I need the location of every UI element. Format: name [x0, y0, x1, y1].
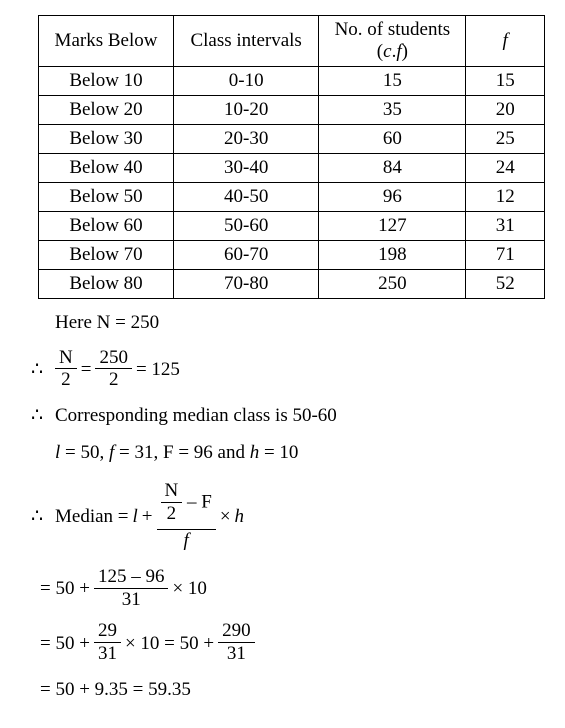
cell-marks: Below 80 — [39, 270, 174, 299]
n-over-2-line: N 2 = 250 2 = 125 — [55, 348, 545, 393]
cell-marks: Below 30 — [39, 125, 174, 154]
frac-250-den: 2 — [95, 369, 132, 392]
cell-ci: 0-10 — [174, 67, 319, 96]
f1-num: 125 – 96 — [94, 567, 169, 589]
table-row: Below 20 10-20 35 20 — [39, 96, 545, 125]
median-label: Median = — [55, 506, 129, 528]
table-row: Below 30 20-30 60 25 — [39, 125, 545, 154]
table-row: Below 10 0-10 15 15 — [39, 67, 545, 96]
eq-125: = 125 — [136, 359, 180, 381]
cell-cf: 84 — [319, 154, 466, 183]
cell-ci: 10-20 — [174, 96, 319, 125]
cell-f: 31 — [466, 212, 545, 241]
cell-cf: 127 — [319, 212, 466, 241]
cell-cf: 35 — [319, 96, 466, 125]
cell-marks: Below 40 — [39, 154, 174, 183]
step1-line: = 50 + 125 – 96 31 × 10 — [40, 567, 545, 612]
cell-f: 15 — [466, 67, 545, 96]
table-row: Below 60 50-60 127 31 — [39, 212, 545, 241]
cell-ci: 40-50 — [174, 183, 319, 212]
inner-frac-n2: N 2 — [161, 481, 183, 526]
frac-n2: N 2 — [55, 348, 77, 393]
table-row: Below 70 60-70 198 71 — [39, 241, 545, 270]
cell-cf: 15 — [319, 67, 466, 96]
big-frac-den-f: f — [157, 530, 216, 553]
params-line: l = 50, f = 31, F = 96 and h = 10 — [55, 439, 545, 468]
cell-ci: 50-60 — [174, 212, 319, 241]
cell-f: 12 — [466, 183, 545, 212]
cell-cf: 96 — [319, 183, 466, 212]
cell-cf: 250 — [319, 270, 466, 299]
param-f-val: = 31, F = 96 and — [114, 442, 249, 463]
frac-29-31: 29 31 — [94, 621, 121, 666]
median-class-line: Corresponding median class is 50-60 — [55, 402, 545, 431]
times-sign: × — [220, 506, 231, 528]
median-formula-line: Median = l + N 2 – F f × h — [55, 481, 545, 552]
cell-ci: 70-80 — [174, 270, 319, 299]
header-cf-c: c — [383, 41, 391, 62]
step2-line: = 50 + 29 31 × 10 = 50 + 290 31 — [40, 621, 545, 666]
eq-50-plus: = 50 + — [40, 578, 90, 600]
final-line: = 50 + 9.35 = 59.35 — [40, 676, 545, 705]
cell-marks: Below 10 — [39, 67, 174, 96]
frequency-table: Marks Below Class intervals No. of stude… — [38, 15, 545, 299]
header-cf-close: ) — [402, 41, 408, 62]
cell-f: 24 — [466, 154, 545, 183]
cell-marks: Below 70 — [39, 241, 174, 270]
big-frac: N 2 – F f — [157, 481, 216, 552]
table-row: Below 80 70-80 250 52 — [39, 270, 545, 299]
cell-ci: 60-70 — [174, 241, 319, 270]
param-h-val: = 10 — [259, 442, 298, 463]
param-h: h — [250, 442, 260, 463]
cell-f: 71 — [466, 241, 545, 270]
header-class-intervals: Class intervals — [174, 16, 319, 67]
f1-den: 31 — [94, 589, 169, 612]
minus-f-text: – F — [182, 492, 212, 513]
cell-f: 25 — [466, 125, 545, 154]
here-n-line: Here N = 250 — [55, 309, 545, 338]
cell-f: 20 — [466, 96, 545, 125]
table-row: Below 50 40-50 96 12 — [39, 183, 545, 212]
table-body: Below 10 0-10 15 15 Below 20 10-20 35 20… — [39, 67, 545, 299]
inner-n: N — [161, 481, 183, 503]
mid-text: × 10 = 50 + — [125, 633, 214, 655]
eq-sign: = — [81, 359, 92, 381]
frac-125-96: 125 – 96 31 — [94, 567, 169, 612]
inner-2: 2 — [161, 503, 183, 526]
big-frac-num: N 2 – F — [157, 481, 216, 530]
x10: × 10 — [172, 578, 206, 600]
frac-290-31: 290 31 — [218, 621, 255, 666]
eq-50-plus-2: = 50 + — [40, 633, 90, 655]
cell-marks: Below 50 — [39, 183, 174, 212]
header-cf-line1: No. of students — [335, 19, 451, 40]
table-row: Below 40 30-40 84 24 — [39, 154, 545, 183]
header-marks: Marks Below — [39, 16, 174, 67]
f2-den: 31 — [94, 643, 121, 666]
frac-n2-num: N — [55, 348, 77, 370]
cell-marks: Below 20 — [39, 96, 174, 125]
header-f: f — [466, 16, 545, 67]
f2-num: 29 — [94, 621, 121, 643]
cell-ci: 30-40 — [174, 154, 319, 183]
frac-250-2: 250 2 — [95, 348, 132, 393]
plus-sign: + — [142, 506, 153, 528]
f3-num: 290 — [218, 621, 255, 643]
f3-den: 31 — [218, 643, 255, 666]
cell-ci: 20-30 — [174, 125, 319, 154]
cell-marks: Below 60 — [39, 212, 174, 241]
formula-l: l — [133, 506, 138, 528]
cell-f: 52 — [466, 270, 545, 299]
param-l-val: = 50, — [60, 442, 109, 463]
frac-250-num: 250 — [95, 348, 132, 370]
header-cf: No. of students (c.f) — [319, 16, 466, 67]
table-header-row: Marks Below Class intervals No. of stude… — [39, 16, 545, 67]
frac-n2-den: 2 — [55, 369, 77, 392]
cell-cf: 198 — [319, 241, 466, 270]
formula-h: h — [235, 506, 245, 528]
cell-cf: 60 — [319, 125, 466, 154]
